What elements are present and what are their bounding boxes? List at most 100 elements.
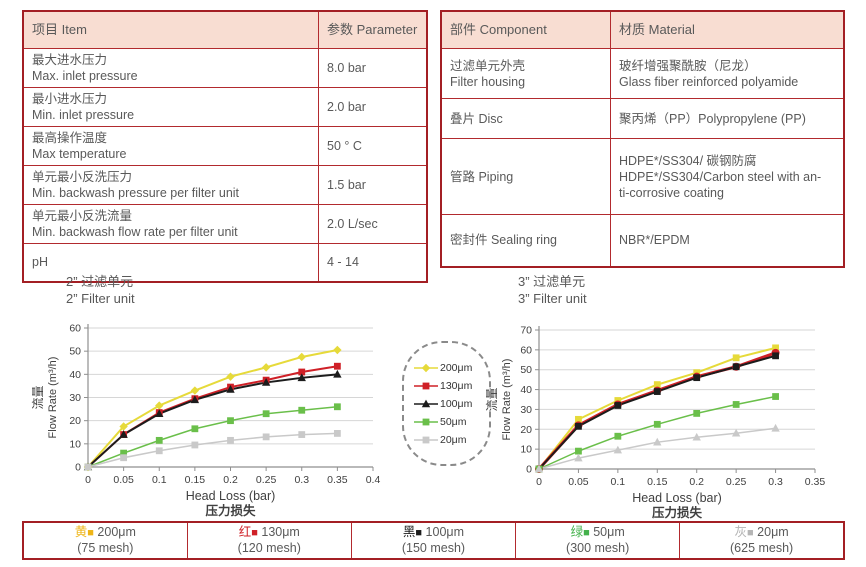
data-point-marker [226, 384, 235, 393]
y-tick-label: 20 [520, 424, 532, 436]
data-point-marker [333, 403, 341, 411]
y-axis-label: Flow Rate (m³/h) [501, 359, 513, 441]
data-point-marker [261, 363, 271, 372]
material-material-cell: 玻纤增强聚酰胺（尼龙） Glass fiber reinforced polyam… [610, 48, 845, 99]
x-tick-label: 0.4 [366, 474, 381, 486]
data-point-marker [120, 449, 128, 457]
data-point-marker [155, 447, 163, 455]
x-tick-label: 0.3 [294, 474, 309, 486]
spec-item-en: Min. backwash pressure per filter unit [32, 186, 240, 200]
spec-row: 最大进水压力 Max. inlet pressure 8.0 bar [22, 48, 428, 88]
data-point-marker [226, 372, 235, 381]
material-material-line: 聚丙烯（PP）Polypropylene (PP) [619, 111, 806, 126]
mesh-size: (75 mesh) [77, 540, 134, 555]
mesh-size: (120 mesh) [237, 540, 301, 555]
data-point-marker [262, 410, 270, 418]
material-material-line: HDPE*/SS304/Carbon steel with an- [619, 169, 822, 184]
data-point-marker [692, 432, 701, 441]
data-point-marker [227, 417, 234, 425]
x-axis-label: Head Loss (bar) [632, 491, 722, 505]
legend-label: 200μm [440, 361, 473, 374]
data-point-marker [422, 418, 430, 425]
y-tick-label: 60 [520, 344, 532, 356]
color-swatch: ■ [87, 527, 94, 539]
data-point-marker [155, 401, 164, 410]
legend-label: 20μm [440, 433, 467, 446]
data-point-marker [120, 454, 128, 462]
bottom-legend-cell: 黄■ 200μm (75 mesh) [22, 521, 188, 560]
bottom-legend-size-line: 黑■ 100μm [352, 525, 515, 541]
legend-marker-20μm [414, 436, 438, 443]
data-point-marker [421, 363, 431, 372]
micron-size: 50μm [589, 525, 625, 539]
data-point-marker [119, 422, 128, 431]
y-tick-label: 60 [69, 323, 81, 335]
data-point-marker [333, 345, 342, 355]
material-component-line: 密封件 Sealing ring [450, 233, 557, 248]
data-point-marker [333, 362, 341, 370]
micron-size: 200μm [93, 525, 136, 539]
legend-label: 50μm [440, 415, 467, 428]
data-point-marker [575, 422, 582, 430]
bottom-legend-cell: 灰■ 20μm (625 mesh) [679, 521, 845, 560]
y-tick-label: 50 [69, 346, 81, 358]
spec-item-en: Max. inlet pressure [32, 69, 138, 83]
data-point-marker [298, 406, 306, 414]
spec-value-cell: 2.0 bar [318, 87, 428, 127]
data-point-marker [613, 445, 623, 454]
data-point-marker [653, 420, 661, 428]
x-tick-label: 0.25 [256, 474, 277, 486]
spec-row: 最小进水压力 Min. inlet pressure 2.0 bar [22, 87, 428, 127]
y-tick-label: 30 [520, 404, 532, 416]
micron-size: 100μm [422, 525, 465, 539]
data-point-marker [693, 374, 701, 382]
color-swatch: ■ [415, 527, 423, 539]
y-tick-label: 30 [69, 392, 81, 404]
material-row: 管路 Piping HDPE*/SS304/ 碳钢防腐 HDPE*/SS304/Ca… [440, 138, 845, 215]
x-tick-label: 0.35 [805, 476, 826, 488]
data-point-marker [333, 369, 342, 378]
bottom-legend-size-line: 灰■ 20μm [680, 525, 843, 541]
spec-item-zh: 最大进水压力 [32, 53, 108, 67]
material-row: 密封件 Sealing ring NBR*/EPDM [440, 214, 845, 267]
spec-header-item: 项目 Item [22, 10, 319, 49]
spec-item-cell: 单元最小反洗流量 Min. backwash flow rate per filt… [22, 204, 319, 244]
spec-row: 单元最小反洗流量 Min. backwash flow rate per filt… [22, 204, 428, 244]
x-axis-label: Head Loss (bar) [186, 489, 276, 503]
bottom-legend-cell: 红■ 130μm (120 mesh) [186, 521, 352, 560]
data-point-marker [84, 463, 92, 471]
spec-header-parameter: 参数 Parameter [318, 10, 428, 49]
material-component-cell: 密封件 Sealing ring [440, 214, 611, 267]
x-tick-label: 0.05 [113, 474, 134, 486]
chart-3in-title-zh: 3” 过滤单元 [518, 274, 586, 289]
y-tick-label: 40 [520, 384, 532, 396]
x-tick-label: 0.15 [185, 474, 206, 486]
material-component-cell: 过滤单元外壳 Filter housing [440, 48, 611, 99]
legend-marker-130μm [414, 382, 438, 389]
series-line-100μm [538, 354, 776, 470]
material-header-component: 部件 Component [440, 10, 611, 49]
chart-3in-title-en: 3” Filter unit [518, 290, 587, 306]
data-point-marker [155, 436, 163, 444]
chart-legend-box: 200μm 130μm 100μm 50μm 20μm [402, 341, 491, 466]
legend-item: 100μm [414, 397, 472, 410]
data-point-marker [732, 363, 740, 371]
data-point-marker [190, 395, 200, 404]
series-line-200μm [87, 349, 338, 468]
data-point-marker [574, 453, 583, 462]
data-point-marker [298, 368, 306, 376]
data-point-marker [422, 436, 430, 443]
spec-table-header-row: 项目 Item 参数 Parameter [22, 10, 428, 49]
x-tick-label: 0.15 [647, 476, 668, 488]
chart-2in-filter-unit: 0 10 20 30 40 50 60 0 0.05 0.1 0.15 0.2 0.25 0.3 0.35 0… [31, 323, 381, 519]
bottom-legend-cell: 黑■ 100μm (150 mesh) [350, 521, 517, 560]
y-tick-label: 40 [69, 369, 81, 381]
x-tick-label: 0.3 [768, 476, 783, 488]
color-swatch: ■ [583, 527, 590, 539]
material-material-line: NBR*/EPDM [619, 233, 690, 248]
y-axis-label-zh: 流量 [31, 385, 45, 409]
spec-table: 项目 Item 参数 Parameter 最大进水压力 Max. inlet pr… [22, 10, 428, 283]
y-tick-label: 20 [69, 415, 81, 427]
data-point-marker [298, 431, 306, 438]
legend-marker-100μm [414, 399, 438, 407]
